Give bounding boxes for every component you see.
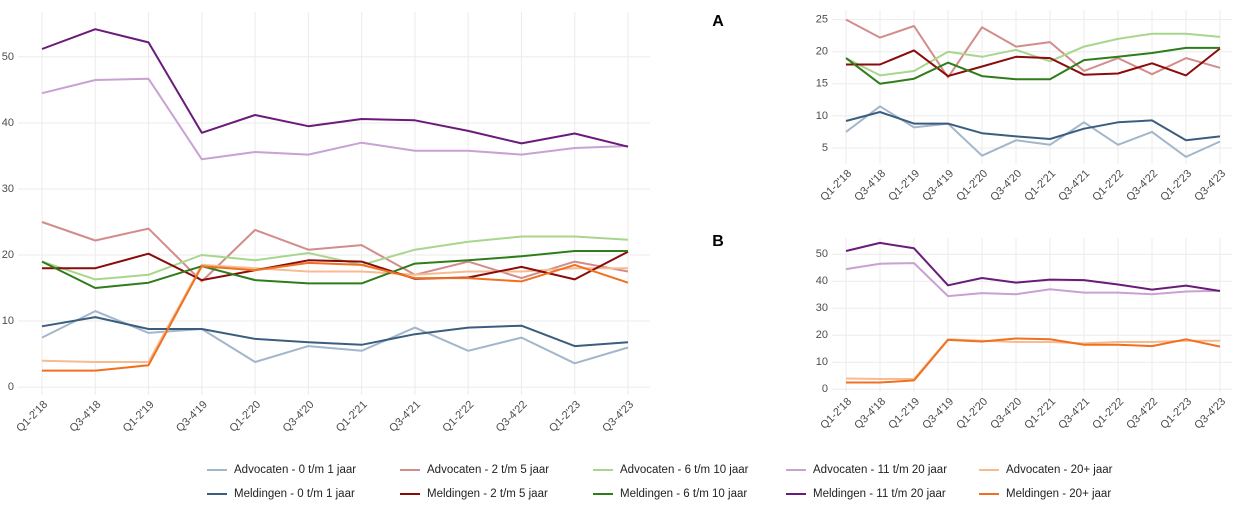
panel-title: A [712, 13, 724, 30]
series-line [42, 250, 629, 282]
y-tick-label: 5 [822, 142, 828, 154]
x-tick-label: Q3-4'23 [1192, 396, 1228, 432]
x-tick-label: Q1-2'22 [440, 399, 476, 435]
x-tick-label: Q1-2'18 [818, 396, 854, 432]
series-line [41, 77, 629, 161]
x-tick-label: Q1-2'19 [886, 168, 922, 204]
x-tick-label: Q1-2'22 [1090, 396, 1126, 432]
legend-label: Meldingen - 20+ jaar [1006, 488, 1111, 500]
x-tick-label: Q1-2'18 [818, 168, 854, 204]
series-line [846, 337, 1221, 384]
x-tick-label: Q3-4'22 [1124, 396, 1160, 432]
y-tick-label: 10 [816, 356, 828, 368]
x-tick-label: Q1-2'20 [954, 168, 990, 204]
legend-label: Advocaten - 2 t/m 5 jaar [427, 464, 549, 476]
series-line [845, 105, 1221, 158]
x-tick-label: Q1-2'20 [227, 399, 263, 435]
y-tick-label: 0 [822, 383, 828, 395]
x-tick-label: Q3-4'22 [1124, 168, 1160, 204]
x-tick-label: Q3-4'20 [988, 396, 1024, 432]
y-tick-label: 0 [8, 381, 14, 393]
x-tick-label: Q3-4'23 [1192, 168, 1228, 204]
x-tick-label: Q3-4'18 [852, 396, 888, 432]
x-tick-label: Q3-4'23 [600, 399, 636, 435]
y-tick-label: 50 [816, 248, 828, 260]
legend-label: Advocaten - 20+ jaar [1006, 464, 1113, 476]
series-line [41, 221, 629, 283]
legend-label: Meldingen - 11 t/m 20 jaar [813, 488, 946, 500]
x-tick-label: Q1-2'23 [1158, 396, 1194, 432]
x-tick-label: Q1-2'22 [1090, 168, 1126, 204]
x-tick-label: Q3-4'21 [1056, 168, 1092, 204]
x-tick-label: Q3-4'19 [920, 168, 956, 204]
x-tick-label: Q3-4'21 [387, 399, 423, 435]
x-tick-label: Q1-2'21 [334, 399, 370, 435]
y-tick-label: 15 [816, 78, 828, 90]
x-tick-label: Q3-4'20 [281, 399, 317, 435]
series-line [41, 250, 628, 289]
series-line [41, 263, 628, 363]
y-tick-label: 40 [816, 275, 828, 287]
series-line [41, 235, 629, 281]
panel-title: B [712, 233, 724, 250]
y-tick-label: 20 [2, 249, 14, 261]
series-line [845, 111, 1221, 142]
legend-label: Meldingen - 6 t/m 10 jaar [620, 488, 747, 500]
series-line [846, 47, 1221, 78]
x-tick-label: Q1-2'23 [1158, 168, 1194, 204]
x-tick-label: Q3-4'20 [988, 168, 1024, 204]
x-tick-label: Q1-2'19 [886, 396, 922, 432]
x-tick-label: Q1-2'18 [14, 399, 50, 435]
x-tick-label: Q1-2'19 [121, 399, 157, 435]
x-tick-label: Q3-4'18 [852, 168, 888, 204]
y-tick-label: 10 [2, 315, 14, 327]
x-tick-label: Q1-2'21 [1022, 168, 1058, 204]
y-tick-label: 20 [816, 329, 828, 341]
series-line [845, 32, 1221, 77]
series-line [845, 262, 1221, 298]
legend-label: Advocaten - 6 t/m 10 jaar [620, 464, 749, 476]
y-tick-label: 25 [816, 14, 828, 26]
x-tick-label: Q3-4'21 [1056, 396, 1092, 432]
x-tick-label: Q1-2'21 [1022, 396, 1058, 432]
y-tick-label: 40 [2, 117, 14, 129]
x-tick-label: Q3-4'22 [494, 399, 530, 435]
legend-label: Advocaten - 0 t/m 1 jaar [234, 464, 356, 476]
y-tick-label: 20 [816, 46, 828, 58]
y-tick-label: 30 [816, 302, 828, 314]
series-line [41, 28, 629, 148]
y-tick-label: 30 [2, 183, 14, 195]
legend-label: Advocaten - 11 t/m 20 jaar [813, 464, 947, 476]
x-tick-label: Q1-2'20 [954, 396, 990, 432]
series-line [845, 18, 1221, 79]
x-tick-label: Q3-4'19 [174, 399, 210, 435]
series-line [41, 316, 629, 348]
x-tick-label: Q3-4'19 [920, 396, 956, 432]
series-line [845, 241, 1221, 292]
legend-label: Meldingen - 0 t/m 1 jaar [234, 488, 355, 500]
series-line [41, 310, 629, 365]
series-line [42, 261, 629, 372]
series-line [845, 46, 1220, 85]
y-tick-label: 10 [816, 110, 828, 122]
y-tick-label: 50 [2, 51, 14, 63]
x-tick-label: Q3-4'18 [68, 399, 104, 435]
series-line [845, 338, 1220, 380]
x-tick-label: Q1-2'23 [547, 399, 583, 435]
legend-label: Meldingen - 2 t/m 5 jaar [427, 488, 548, 500]
